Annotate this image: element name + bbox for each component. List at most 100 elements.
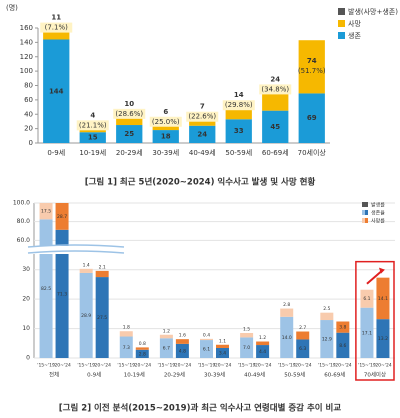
break-wave: [27, 250, 125, 254]
rate-label: (51.7%): [298, 67, 326, 75]
bar-segment: [280, 316, 294, 358]
y-tick-label: 140: [20, 38, 33, 46]
bar-segment: [135, 349, 149, 358]
y-tick-label: 0: [26, 355, 30, 362]
legend-label: 발생(사망+생존): [348, 7, 398, 16]
value-label: 14.1: [378, 296, 388, 302]
value-label: 2.8: [283, 302, 290, 308]
legend-swatch: [362, 210, 365, 215]
rate-bg: [40, 22, 73, 33]
rate-bg: [259, 84, 292, 95]
value-label: 14: [234, 91, 244, 99]
value-label: 74: [307, 57, 317, 65]
bar-segment: [200, 338, 213, 341]
bar-segment: [298, 93, 325, 143]
bar-segment: [216, 344, 229, 348]
legend-label: 생존율: [371, 210, 385, 217]
highlight-box: [355, 260, 395, 381]
group-label: '15~'19: [117, 363, 135, 369]
bar-segment: [298, 40, 325, 94]
bar-segment: [296, 331, 310, 340]
bar-segment: [152, 130, 179, 143]
group-label: '15~'19: [158, 363, 176, 369]
bar-segment: [280, 308, 294, 317]
value-label: 7.0: [243, 345, 250, 351]
bar-segment: [116, 117, 143, 126]
bar-segment: [189, 120, 216, 126]
bar-segment: [240, 332, 254, 338]
value-label: 25: [124, 130, 134, 138]
group-label: '15~'19: [77, 363, 95, 369]
value-label: 1.8: [123, 325, 130, 331]
group-label: '15~'19: [318, 363, 336, 369]
legend-label: 생존: [348, 31, 361, 40]
legend-swatch: [365, 218, 368, 223]
bar-segment: [320, 312, 334, 321]
bar-segment: [116, 125, 143, 143]
trend-arrow: [366, 270, 382, 285]
bar-segment: [175, 343, 189, 358]
rate-label: (28.6%): [115, 110, 143, 118]
legend-swatch: [338, 32, 345, 39]
caption: [그림 1] 최근 5년(2020~2024) 익수사고 발생 및 사망 현황: [85, 177, 316, 188]
group-label: '15~'19: [198, 363, 216, 369]
bar-segment: [262, 93, 289, 111]
value-label: 6: [163, 108, 168, 116]
x-tick-label: 전체: [49, 371, 59, 379]
value-label: 14.0: [282, 335, 292, 341]
bar-segment: [119, 331, 133, 337]
value-label: 4.8: [179, 348, 186, 354]
value-label: 1.2: [259, 335, 266, 341]
y-tick-label: 100: [20, 67, 33, 75]
rate-bg: [76, 120, 109, 131]
group-label: '15~'19: [358, 363, 376, 369]
y-unit: (명): [6, 3, 18, 12]
y-tick-label: 60: [24, 96, 33, 104]
x-tick-label: 70세이상: [298, 148, 327, 157]
bar-segment: [95, 270, 109, 278]
bar-segment: [216, 347, 229, 358]
bar-segment: [360, 307, 374, 358]
legend-label: 발생률: [371, 202, 385, 209]
legend-swatch: [362, 218, 365, 223]
y-tick-label: 160: [20, 24, 33, 32]
group-label: '20~'24: [93, 363, 111, 369]
value-label: 6.1: [203, 347, 210, 353]
group-label: '20~'24: [214, 363, 232, 369]
value-label: 24: [270, 75, 280, 83]
value-label: 2.7: [299, 325, 306, 331]
group-label: '15~'19: [278, 363, 296, 369]
value-label: 1.5: [243, 326, 250, 332]
value-label: 0.4: [203, 332, 210, 338]
value-label: 144: [49, 87, 64, 95]
x-tick-label: 0-9세: [47, 148, 65, 157]
value-label: 17.5: [41, 209, 51, 215]
bar-segment: [43, 39, 70, 143]
bar-segment: [135, 347, 149, 350]
value-label: 3.4: [219, 350, 226, 356]
y-tick-label: 20: [22, 296, 30, 303]
group-label: '20~'24: [174, 363, 192, 369]
legend-label: 사망: [348, 19, 361, 28]
value-label: 1.6: [179, 333, 186, 339]
group-label: '20~'24: [53, 363, 71, 369]
bar-segment: [360, 289, 374, 308]
y-tick-label: 120: [20, 53, 33, 61]
value-label: 45: [270, 123, 280, 131]
legend-swatch: [365, 210, 368, 215]
bar-segment: [240, 337, 254, 358]
value-label: 6.7: [163, 346, 170, 352]
bar-segment: [79, 132, 106, 143]
x-tick-label: 30-39세: [152, 148, 179, 157]
value-label: 6.1: [363, 296, 370, 302]
bar-segment: [262, 110, 289, 143]
group-label: '20~'24: [294, 363, 312, 369]
y-tick-label: 100.0: [13, 200, 30, 207]
x-tick-label: 40-49세: [189, 148, 216, 157]
bar-segment: [256, 345, 270, 358]
value-label: 6.3: [299, 346, 306, 352]
value-label: 4.4: [259, 349, 266, 355]
x-tick-label: 50-59세: [225, 148, 252, 157]
x-tick-label: 60-69세: [262, 148, 289, 157]
break-wave: [27, 244, 125, 248]
